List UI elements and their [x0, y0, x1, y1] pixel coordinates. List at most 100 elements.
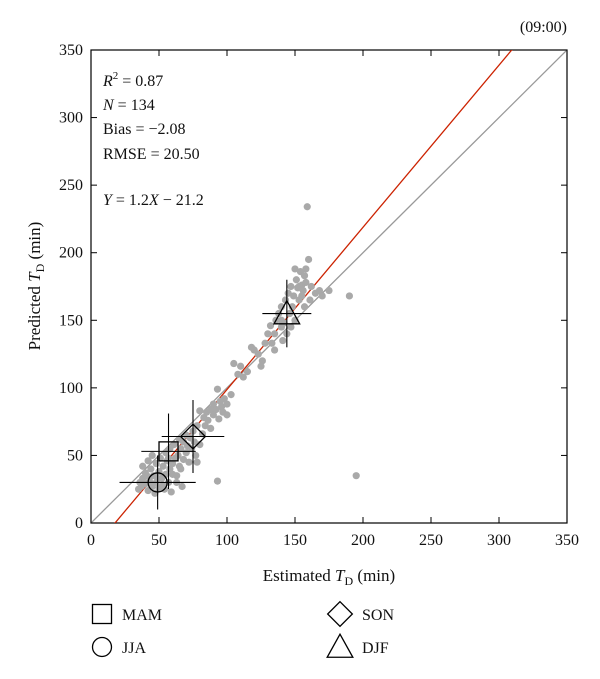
data-point [201, 422, 209, 430]
data-point [258, 357, 266, 365]
data-point [257, 362, 265, 370]
y-tick-label: 300 [59, 110, 83, 127]
data-point [266, 322, 275, 330]
data-point [295, 282, 303, 291]
data-point [261, 339, 269, 347]
data-point [307, 282, 315, 291]
data-point [207, 405, 215, 414]
data-point [223, 400, 231, 408]
data-point [318, 292, 326, 300]
season-marker-son [161, 400, 225, 473]
data-point [193, 422, 201, 430]
data-point [303, 203, 311, 211]
y-tick-label: 250 [59, 177, 83, 194]
data-point [290, 292, 298, 300]
data-point [212, 405, 220, 414]
data-point [209, 411, 217, 419]
legend-item-jja: JJA [91, 636, 146, 658]
bias-label: Bias = −2.08 [103, 121, 186, 138]
y-tick-label: 100 [59, 380, 83, 397]
data-point [279, 336, 287, 345]
data-point [193, 458, 201, 466]
y-tick-label: 200 [59, 245, 83, 262]
y-axis-title: Predicted TD (min) [25, 222, 47, 351]
square-marker [158, 441, 179, 462]
legend-label: DJF [362, 640, 389, 657]
data-point [144, 457, 152, 465]
circle-marker [147, 472, 168, 493]
season-marker-mam [141, 413, 196, 490]
data-point [179, 455, 188, 464]
data-point [192, 451, 200, 460]
data-point [213, 477, 222, 485]
stats-annotation: R2 = 0.87 N = 134 Bias = −2.08 RMSE = 20… [102, 70, 204, 209]
data-point [237, 362, 245, 370]
data-point [148, 451, 156, 460]
y-tick-label: 0 [75, 515, 83, 532]
data-point [159, 481, 167, 489]
x-tick-label: 0 [87, 532, 95, 549]
data-point [209, 400, 217, 408]
data-point [170, 441, 178, 449]
data-point [177, 445, 185, 453]
legend-label: JJA [122, 640, 146, 657]
data-point [268, 339, 276, 347]
data-point [306, 296, 314, 304]
data-point [217, 403, 226, 411]
identity-line [91, 50, 567, 523]
triangle-marker [272, 299, 301, 325]
y-tick-label: 150 [59, 312, 83, 329]
plot-frame [90, 49, 568, 524]
data-point [243, 368, 251, 376]
data-point [207, 424, 215, 432]
legend-label: SON [362, 607, 394, 624]
x-tick-label: 350 [555, 532, 579, 549]
data-point [315, 286, 324, 295]
data-point [292, 276, 300, 284]
data-point [302, 265, 310, 273]
season-marker-jja [119, 455, 196, 510]
data-point [239, 373, 247, 381]
data-point [234, 370, 242, 378]
rmse-label: RMSE = 20.50 [103, 146, 200, 163]
data-point [220, 395, 228, 403]
data-point [196, 407, 204, 415]
legend-diamond-marker [326, 600, 354, 628]
r-squared-label: R2 = 0.87 [102, 70, 163, 90]
x-tick-label: 50 [151, 532, 167, 549]
data-point [291, 265, 299, 273]
legend-item-mam: MAM [91, 603, 162, 625]
x-axis-title: Estimated TD (min) [263, 566, 395, 588]
data-point [277, 316, 285, 324]
x-tick-label: 150 [283, 532, 307, 549]
n-label: N = 134 [102, 97, 155, 114]
legend-square-marker [91, 603, 113, 625]
legend-triangle-marker [326, 632, 354, 658]
legend-circle-marker [91, 636, 113, 658]
data-point [227, 391, 235, 399]
data-point [173, 472, 181, 480]
legend-item-son: SON [326, 600, 394, 628]
data-point [325, 286, 333, 295]
x-tick-label: 100 [215, 532, 239, 549]
data-point [159, 462, 167, 470]
season-marker-djf [262, 279, 312, 348]
corner-label: (09:00) [520, 19, 567, 36]
x-tick-label: 250 [419, 532, 443, 549]
data-point [147, 465, 155, 473]
diamond-marker [179, 423, 207, 450]
data-point [300, 272, 309, 280]
data-point [143, 472, 151, 480]
legend: MAM SON JJA DJF [91, 600, 394, 658]
data-point [345, 292, 353, 300]
data-point [302, 278, 310, 287]
data-point [167, 488, 175, 496]
data-point [287, 323, 295, 331]
data-point [300, 303, 309, 311]
data-point [196, 441, 204, 449]
legend-item-djf: DJF [326, 632, 389, 658]
fit-equation-label: Y = 1.2X − 21.2 [103, 192, 204, 209]
data-point [264, 330, 272, 338]
data-point [223, 411, 231, 419]
x-tick-label: 200 [351, 532, 375, 549]
